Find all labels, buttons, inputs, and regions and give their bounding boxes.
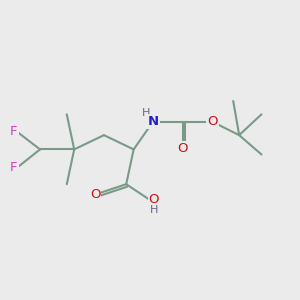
Text: F: F [10,161,18,174]
Text: H: H [150,205,158,215]
Text: O: O [148,193,159,206]
Text: O: O [207,115,218,128]
Text: O: O [90,188,100,201]
Text: F: F [10,125,18,138]
Text: O: O [177,142,188,155]
Text: N: N [147,115,158,128]
Text: H: H [142,108,151,118]
